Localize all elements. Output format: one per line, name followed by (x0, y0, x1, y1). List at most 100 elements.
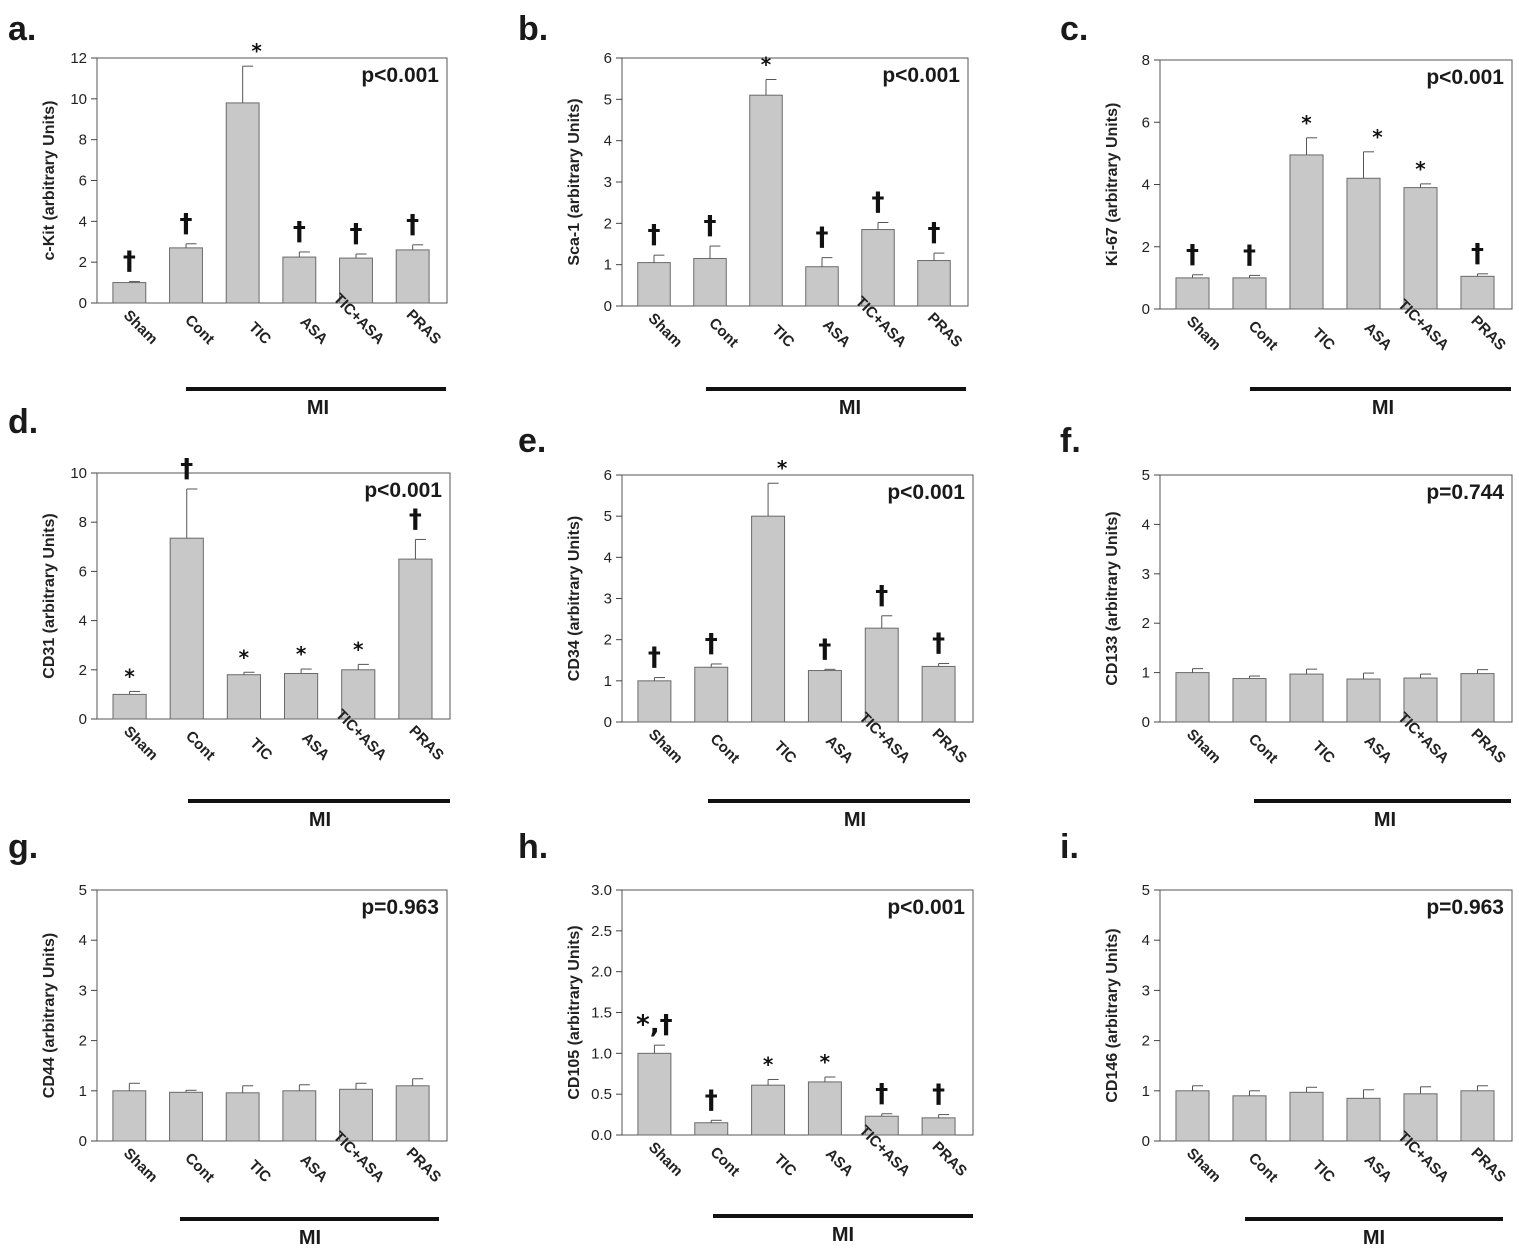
group-label: MI (299, 1227, 321, 1248)
x-tick-label: PRAS (405, 722, 446, 763)
significance-marker: † (1471, 239, 1484, 269)
x-tick-label: Sham (1183, 726, 1224, 767)
x-tick-label: ASA (822, 1145, 857, 1180)
y-tick-label: 6 (79, 563, 87, 580)
panel-label: e. (518, 422, 546, 460)
y-tick-label: 1.5 (591, 1005, 612, 1022)
y-tick-label: 12 (70, 50, 87, 67)
x-tick-label: ASA (1361, 319, 1396, 354)
bar (284, 672, 319, 720)
chart-panel-a: a. 0 2 4 6 8 10 12 c-Kit (arbitrary Units) † Sham †… (8, 10, 448, 419)
significance-marker: † (648, 643, 661, 673)
bar (1460, 1090, 1495, 1142)
y-tick-label: 4 (1142, 177, 1150, 194)
x-tick-label: TIC (1309, 1157, 1338, 1186)
y-tick-label: 3 (1142, 982, 1150, 999)
significance-marker: * (820, 1050, 831, 1074)
y-axis-label: CD105 (arbitrary Units) (566, 925, 583, 1099)
y-tick-label: 5 (79, 882, 87, 899)
y-tick-label: 1 (604, 257, 612, 274)
bar (693, 257, 727, 307)
p-value-label: p<0.001 (361, 64, 439, 87)
y-tick-label: 5 (604, 508, 612, 525)
group-underline (1254, 799, 1511, 803)
significance-marker: † (932, 1080, 945, 1110)
y-tick-label: 4 (79, 932, 87, 949)
x-tick-label: Sham (120, 1145, 161, 1186)
bar (917, 260, 951, 307)
significance-marker: * (296, 642, 307, 666)
y-axis-label: CD133 (arbitrary Units) (1104, 511, 1121, 685)
bar (1232, 1095, 1267, 1142)
y-tick-label: 2 (604, 632, 612, 649)
x-tick-label: Sham (1183, 313, 1224, 354)
y-tick-label: 3 (604, 591, 612, 608)
significance-marker: * (777, 456, 788, 480)
bar (637, 1052, 672, 1136)
y-tick-label: 6 (1142, 114, 1150, 131)
significance-marker: * (763, 1052, 774, 1076)
group-underline (1245, 1217, 1503, 1221)
panel-label: a. (8, 10, 36, 48)
y-tick-label: 8 (79, 132, 87, 149)
significance-marker: † (872, 188, 885, 218)
x-tick-label: Sham (645, 726, 686, 767)
bar (1232, 678, 1267, 723)
y-tick-label: 1 (604, 673, 612, 690)
y-tick-label: 3 (604, 174, 612, 191)
significance-marker: † (704, 211, 717, 241)
x-tick-label: Cont (1245, 1150, 1281, 1186)
y-tick-label: 5 (1142, 882, 1150, 899)
y-tick-label: 2 (79, 1033, 87, 1050)
bar (169, 537, 204, 720)
y-axis-label: CD31 (arbitrary Units) (41, 513, 58, 678)
chart-panel-d: d. 0 2 4 6 8 10 CD31 (arbitrary Units) * Sham † Con… (8, 403, 451, 831)
x-tick-label: Cont (1245, 318, 1281, 354)
bar (395, 1085, 430, 1142)
bar (225, 1092, 260, 1142)
x-tick-label: TIC (246, 735, 275, 764)
y-tick-label: 0.0 (591, 1127, 612, 1144)
y-tick-label: 0 (1142, 1133, 1150, 1150)
x-tick-label: Cont (181, 1150, 217, 1186)
group-label: MI (1363, 1227, 1385, 1248)
group-underline (706, 387, 966, 391)
bar (1289, 673, 1324, 723)
group-underline (180, 1217, 439, 1221)
bar (398, 558, 433, 720)
bar (169, 1091, 203, 1142)
bar (1403, 187, 1438, 310)
significance-marker: † (180, 209, 193, 239)
y-axis-label: c-Kit (arbitrary Units) (41, 100, 58, 260)
y-tick-label: 2 (1142, 615, 1150, 632)
significance-marker: * (251, 39, 262, 63)
significance-marker: * (353, 637, 364, 661)
significance-marker: † (816, 223, 829, 253)
group-label: MI (307, 397, 329, 419)
y-tick-label: 6 (604, 50, 612, 67)
significance-marker: † (123, 247, 136, 277)
chart-panel-b: b. 0 1 2 3 4 5 6 Sca-1 (arbitrary Units) † Sham † Co… (518, 10, 969, 419)
bar (1346, 177, 1381, 310)
group-underline (713, 1214, 973, 1218)
x-tick-label: PRAS (929, 1138, 970, 1179)
x-tick-label: TIC (771, 738, 800, 767)
bar (1232, 277, 1267, 310)
group-underline (188, 799, 450, 803)
p-value-label: p<0.001 (887, 896, 965, 919)
x-tick-label: Cont (1245, 731, 1281, 767)
group-underline (186, 387, 446, 391)
significance-marker: † (1243, 240, 1256, 270)
x-tick-label: Cont (181, 312, 217, 348)
x-tick-label: ASA (296, 313, 331, 348)
y-tick-label: 2 (1142, 239, 1150, 256)
x-tick-label: TIC (768, 322, 797, 351)
significance-marker: † (705, 1085, 718, 1115)
x-tick-label: Cont (707, 1144, 743, 1180)
group-label: MI (1374, 809, 1396, 831)
bar (225, 102, 260, 304)
bar (339, 257, 373, 304)
y-tick-label: 1 (1142, 665, 1150, 682)
plot-frame (621, 474, 974, 723)
